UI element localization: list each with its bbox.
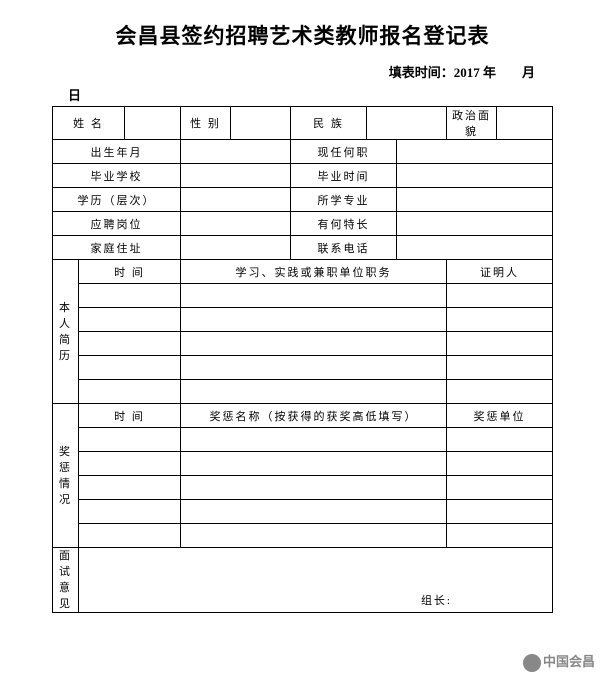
field-award-name-5[interactable] <box>181 524 447 548</box>
field-degree[interactable] <box>181 188 291 212</box>
field-award-name-2[interactable] <box>181 452 447 476</box>
field-gender[interactable] <box>231 107 291 140</box>
field-award-time-3[interactable] <box>79 476 181 500</box>
fill-time-label: 填表时间： <box>389 65 454 80</box>
field-award-name-3[interactable] <box>181 476 447 500</box>
label-position: 现任何职 <box>291 140 397 164</box>
field-hist-work-4[interactable] <box>181 356 447 380</box>
fill-time-line: 填表时间：2017 年 月 <box>0 62 605 85</box>
field-hist-time-4[interactable] <box>79 356 181 380</box>
field-ethnic[interactable] <box>367 107 447 140</box>
field-hist-work-1[interactable] <box>181 284 447 308</box>
field-specialty[interactable] <box>397 212 553 236</box>
year-value: 2017 <box>454 65 480 80</box>
field-hist-witness-5[interactable] <box>447 380 553 404</box>
label-leader: 组长: <box>421 595 452 607</box>
field-award-time-2[interactable] <box>79 452 181 476</box>
field-address[interactable] <box>181 236 291 260</box>
label-history-time: 时 间 <box>79 260 181 284</box>
field-hist-time-1[interactable] <box>79 284 181 308</box>
year-unit: 年 <box>483 65 496 80</box>
field-hist-witness-4[interactable] <box>447 356 553 380</box>
field-major[interactable] <box>397 188 553 212</box>
field-award-unit-1[interactable] <box>447 428 553 452</box>
label-awards-side: 奖惩情况 <box>53 404 79 548</box>
label-gender: 性 别 <box>181 107 231 140</box>
field-award-time-5[interactable] <box>79 524 181 548</box>
label-gradtime: 毕业时间 <box>291 164 397 188</box>
label-interview-side: 面试意见 <box>53 548 79 613</box>
field-hist-work-3[interactable] <box>181 332 447 356</box>
label-awards-name: 奖惩名称（按获得的获奖高低填写） <box>181 404 447 428</box>
field-hist-witness-3[interactable] <box>447 332 553 356</box>
field-award-unit-3[interactable] <box>447 476 553 500</box>
field-position[interactable] <box>397 140 553 164</box>
registration-form-table: 姓 名 性 别 民 族 政治面貌 出生年月 现任何职 毕业学校 毕业时间 学历（… <box>52 106 553 613</box>
month-unit: 月 <box>522 65 535 80</box>
field-hist-work-2[interactable] <box>181 308 447 332</box>
label-awards-time: 时 间 <box>79 404 181 428</box>
field-award-name-1[interactable] <box>181 428 447 452</box>
label-history-side: 本人简历 <box>53 260 79 404</box>
label-ethnic: 民 族 <box>291 107 367 140</box>
field-hist-time-3[interactable] <box>79 332 181 356</box>
field-school[interactable] <box>181 164 291 188</box>
label-history-work: 学习、实践或兼职单位职务 <box>181 260 447 284</box>
field-hist-witness-2[interactable] <box>447 308 553 332</box>
label-awards-unit: 奖惩单位 <box>447 404 553 428</box>
label-phone: 联系电话 <box>291 236 397 260</box>
label-birth: 出生年月 <box>53 140 181 164</box>
field-award-time-4[interactable] <box>79 500 181 524</box>
field-birth[interactable] <box>181 140 291 164</box>
field-interview[interactable]: 组长: <box>79 548 553 613</box>
field-award-unit-5[interactable] <box>447 524 553 548</box>
field-award-time-1[interactable] <box>79 428 181 452</box>
label-address: 家庭住址 <box>53 236 181 260</box>
field-award-unit-2[interactable] <box>447 452 553 476</box>
page-title: 会昌县签约招聘艺术类教师报名登记表 <box>0 0 605 62</box>
day-unit: 日 <box>0 85 605 106</box>
field-award-name-4[interactable] <box>181 500 447 524</box>
label-name: 姓 名 <box>53 107 125 140</box>
field-hist-witness-1[interactable] <box>447 284 553 308</box>
field-hist-work-5[interactable] <box>181 380 447 404</box>
watermark-text: 中国会昌 <box>543 654 595 669</box>
field-apply[interactable] <box>181 212 291 236</box>
field-gradtime[interactable] <box>397 164 553 188</box>
watermark: 中国会昌 <box>523 651 595 672</box>
field-hist-time-2[interactable] <box>79 308 181 332</box>
label-school: 毕业学校 <box>53 164 181 188</box>
field-hist-time-5[interactable] <box>79 380 181 404</box>
field-award-unit-4[interactable] <box>447 500 553 524</box>
label-major: 所学专业 <box>291 188 397 212</box>
watermark-logo-icon <box>523 654 541 672</box>
label-apply: 应聘岗位 <box>53 212 181 236</box>
label-degree: 学历（层次） <box>53 188 181 212</box>
label-specialty: 有何特长 <box>291 212 397 236</box>
label-political: 政治面貌 <box>447 107 497 140</box>
field-political[interactable] <box>497 107 553 140</box>
field-phone[interactable] <box>397 236 553 260</box>
field-name[interactable] <box>125 107 181 140</box>
label-history-witness: 证明人 <box>447 260 553 284</box>
